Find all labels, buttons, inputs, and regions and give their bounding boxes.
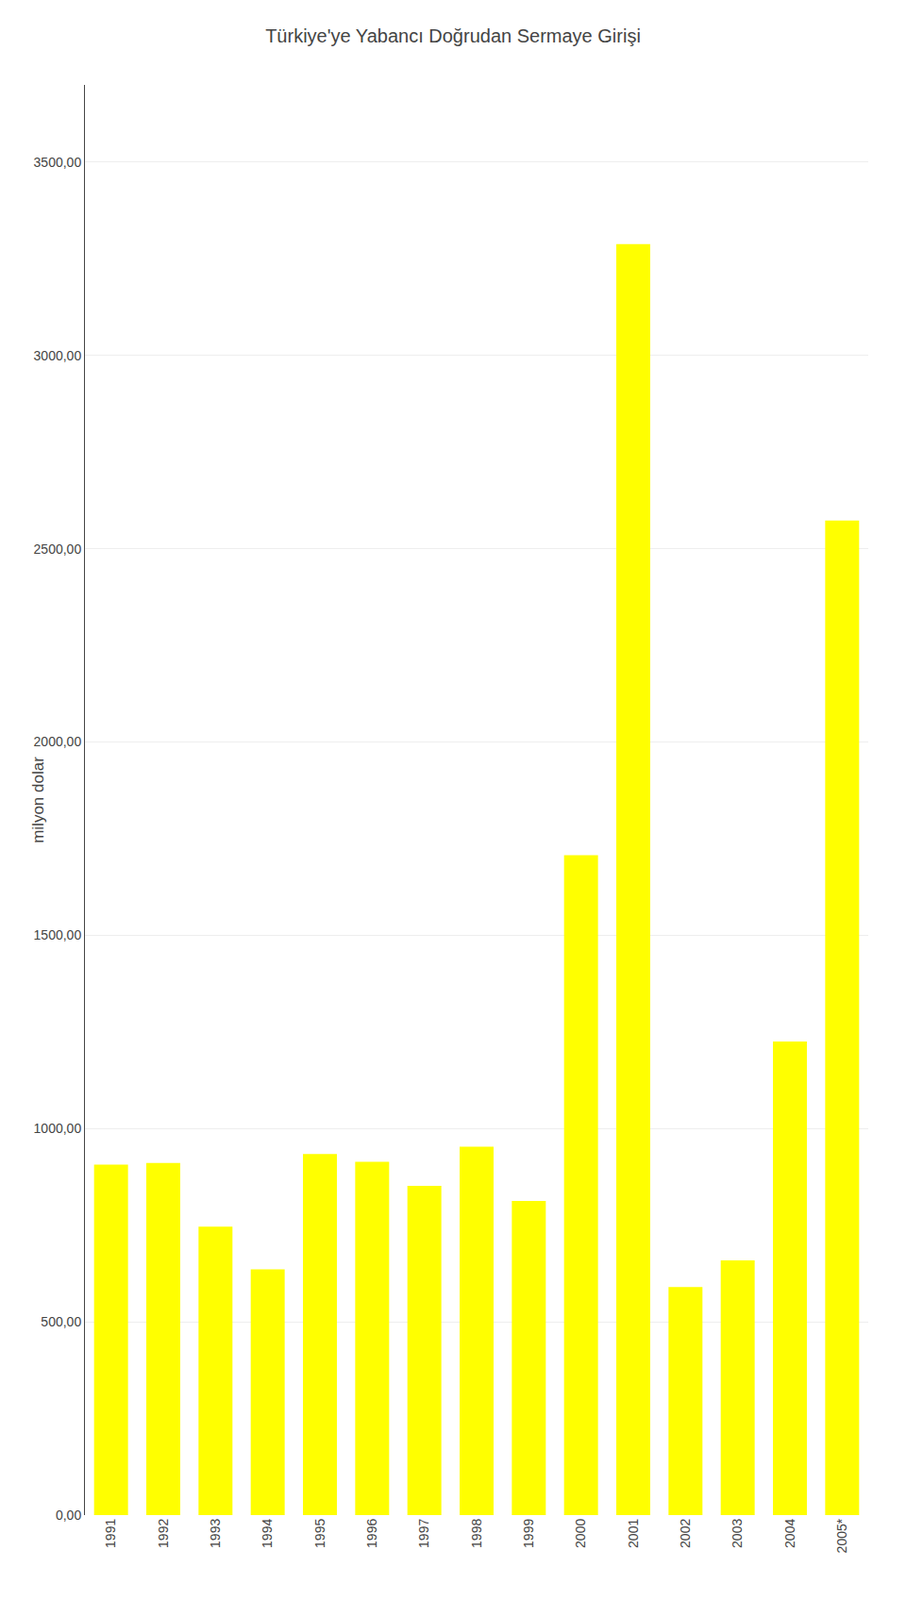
svg-text:1991: 1991 — [102, 1519, 118, 1549]
svg-text:1993: 1993 — [207, 1519, 223, 1549]
svg-text:2000: 2000 — [572, 1519, 588, 1549]
svg-text:3000,00: 3000,00 — [33, 348, 83, 364]
svg-text:2005*: 2005* — [834, 1518, 850, 1554]
svg-text:1994: 1994 — [259, 1519, 275, 1549]
svg-text:milyon dolar: milyon dolar — [29, 756, 48, 844]
svg-text:1997: 1997 — [416, 1519, 432, 1549]
svg-text:1992: 1992 — [155, 1519, 171, 1549]
svg-text:Türkiye'ye Yabancı Doğrudan Se: Türkiye'ye Yabancı Doğrudan Sermaye Giri… — [265, 25, 641, 47]
svg-text:1996: 1996 — [364, 1519, 380, 1549]
svg-text:2003: 2003 — [729, 1519, 745, 1549]
svg-text:3500,00: 3500,00 — [33, 154, 83, 170]
svg-text:1999: 1999 — [520, 1519, 537, 1549]
svg-text:1000,00: 1000,00 — [33, 1121, 83, 1137]
svg-text:0,00: 0,00 — [55, 1508, 82, 1524]
svg-text:2001: 2001 — [625, 1519, 641, 1549]
svg-text:2500,00: 2500,00 — [33, 541, 83, 557]
svg-text:1998: 1998 — [469, 1519, 485, 1549]
svg-text:500,00: 500,00 — [40, 1314, 82, 1330]
svg-text:2000,00: 2000,00 — [33, 734, 83, 750]
svg-text:1995: 1995 — [312, 1519, 328, 1549]
svg-text:1500,00: 1500,00 — [33, 927, 83, 943]
svg-text:2004: 2004 — [782, 1519, 798, 1549]
svg-text:2002: 2002 — [677, 1519, 693, 1549]
